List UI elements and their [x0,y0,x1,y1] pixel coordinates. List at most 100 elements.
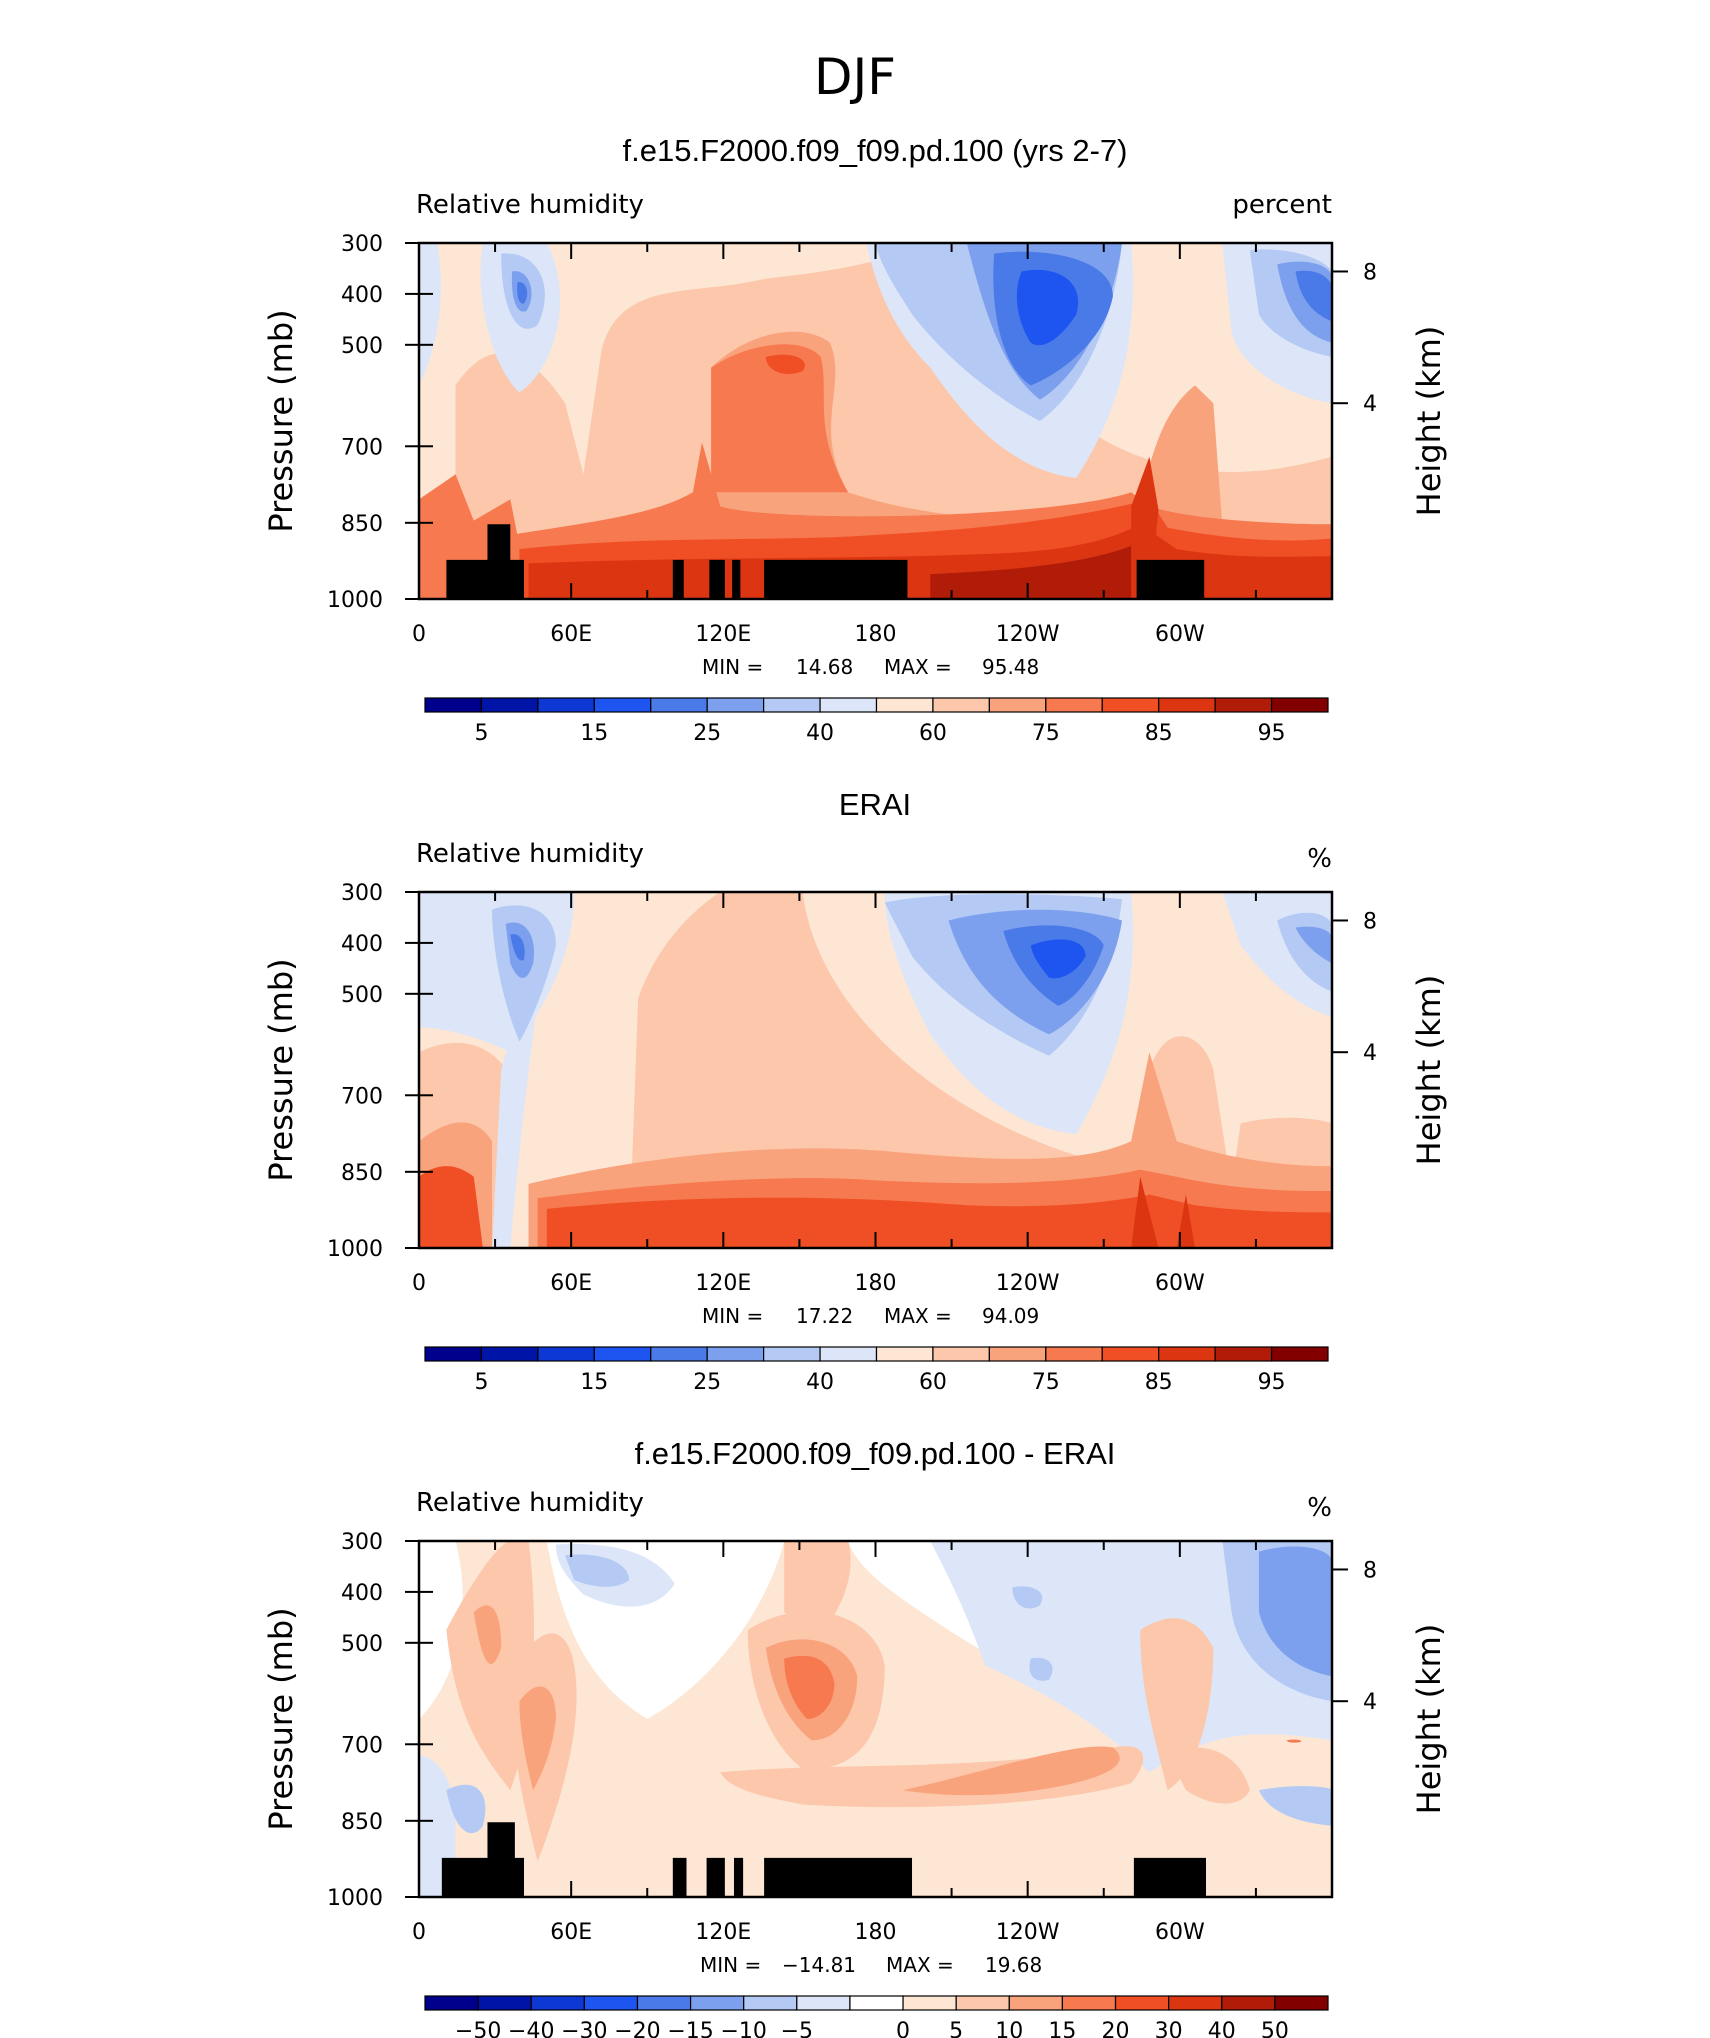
colorbar-swatch [763,697,821,713]
colorbar-swatch [819,1346,878,1362]
colorbar-label: 5 [474,1370,488,1395]
colorbar-swatch [593,697,652,713]
colorbar-label: −15 [667,2019,713,2038]
x-tick-label: 60W [1155,622,1205,647]
y-tick-label: 500 [341,1632,383,1657]
y-tick-label: 400 [341,1581,383,1606]
colorbar-swatch [1214,1346,1273,1362]
y-axis-label: Pressure (mb) [262,309,300,532]
colorbar-swatch [477,1995,532,2011]
y-tick-label: 400 [341,932,383,957]
colorbar-label: 15 [1048,2019,1076,2038]
y-tick-label: 300 [341,1530,383,1555]
colorbar-label: 85 [1145,721,1173,746]
colorbar-swatch [819,697,878,713]
y-tick-label: 500 [341,983,383,1008]
y-axis-label: Pressure (mb) [262,1607,300,1830]
colorbar-label: −10 [720,2019,766,2038]
colorbar-swatch [763,1346,821,1362]
colorbar-swatch [875,697,934,713]
colorbar-swatch [650,697,708,713]
max-label: MAX = [884,1304,952,1328]
min-label: MIN = [702,1304,763,1328]
left-label: Relative humidity [416,839,644,869]
y-tick-label: 700 [341,1733,383,1758]
colorbar-label: 15 [580,1370,608,1395]
colorbar-label: −5 [781,2019,813,2038]
colorbar-label: 10 [995,2019,1023,2038]
colorbar-swatch [955,1995,1010,2011]
y-right-tick-label: 8 [1363,260,1377,285]
colorbar-swatch [480,697,539,713]
x-tick-label: 120W [996,1271,1060,1296]
colorbar-label: 25 [693,1370,721,1395]
colorbar-swatch [1101,1346,1160,1362]
x-tick-label: 60E [550,1920,592,1945]
min-label: MIN = [700,1953,761,1977]
colorbar-swatch [1101,697,1160,713]
colorbar-swatch [1008,1995,1064,2011]
colorbar-swatch [1270,697,1329,713]
colorbar-swatch [424,697,483,713]
colorbar-swatch [583,1995,639,2011]
plot-area [419,243,1332,599]
x-tick-label: 0 [412,1271,426,1296]
colorbar-swatch [537,697,595,713]
colorbar: 5 15 25 40 60 75 85 95 [424,1346,1329,1395]
right-label: % [1307,844,1332,874]
x-tick-label: 180 [855,1271,897,1296]
y-right-tick-label: 4 [1363,1041,1377,1066]
min-value: −14.81 [782,1953,856,1977]
colorbar-swatch [1270,1346,1329,1362]
y-axis-label-right: Height (km) [1410,326,1448,517]
x-tick-label: 60W [1155,1920,1205,1945]
y-tick-label: 300 [341,881,383,906]
colorbar: 5 15 25 40 60 75 85 95 [424,697,1329,746]
colorbar: −50 −40 −30 −20 −15 −10 −5 0 5 10 15 20 30 40 50 [424,1995,1329,2038]
colorbar-swatch [1158,697,1216,713]
colorbar-label: 95 [1258,1370,1286,1395]
colorbar-swatch [988,1346,1047,1362]
x-tick-label: 60E [550,1271,592,1296]
colorbar-swatch [636,1995,692,2011]
y-tick-label: 700 [341,435,383,460]
left-label: Relative humidity [416,1488,644,1518]
min-label: MIN = [702,655,763,679]
y-tick-label: 500 [341,334,383,359]
y-right-tick-label: 8 [1363,1558,1377,1583]
panel-difference: f.e15.F2000.f09_f09.pd.100 - ERAI Relati… [262,1436,1448,2038]
y-tick-label: 850 [341,1810,383,1835]
colorbar-label: 20 [1102,2019,1130,2038]
min-value: 17.22 [796,1304,853,1328]
colorbar-swatch [706,1346,765,1362]
x-tick-label: 60W [1155,1271,1205,1296]
colorbar-swatch [706,697,765,713]
colorbar-swatch [537,1346,595,1362]
panel-title: f.e15.F2000.f09_f09.pd.100 - ERAI [635,1436,1116,1471]
max-label: MAX = [886,1953,954,1977]
max-value: 19.68 [985,1953,1042,1977]
colorbar-label: 40 [806,721,834,746]
colorbar-label: 75 [1032,1370,1060,1395]
colorbar-swatch [932,697,990,713]
y-tick-label: 850 [341,512,383,537]
colorbar-swatch [875,1346,934,1362]
y-tick-label: 1000 [327,1886,383,1911]
panel-title: ERAI [839,787,911,822]
colorbar-label: 25 [693,721,721,746]
x-tick-label: 60E [550,622,592,647]
x-tick-label: 120E [695,1271,751,1296]
x-tick-label: 120W [996,622,1060,647]
y-tick-label: 300 [341,232,383,257]
panel-model: f.e15.F2000.f09_f09.pd.100 (yrs 2-7) Rel… [262,133,1448,746]
colorbar-label: −50 [455,2019,501,2038]
colorbar-label: 60 [919,721,947,746]
colorbar-swatch [530,1995,585,2011]
x-tick-label: 0 [412,622,426,647]
x-tick-label: 120E [695,1920,751,1945]
axes: 0 60E 120E 180 120W 60W 300 400 500 700 850 1000 8 4 [327,232,1377,647]
colorbar-label: 5 [474,721,488,746]
colorbar-swatch [650,1346,708,1362]
y-axis-label: Pressure (mb) [262,958,300,1181]
y-tick-label: 700 [341,1084,383,1109]
